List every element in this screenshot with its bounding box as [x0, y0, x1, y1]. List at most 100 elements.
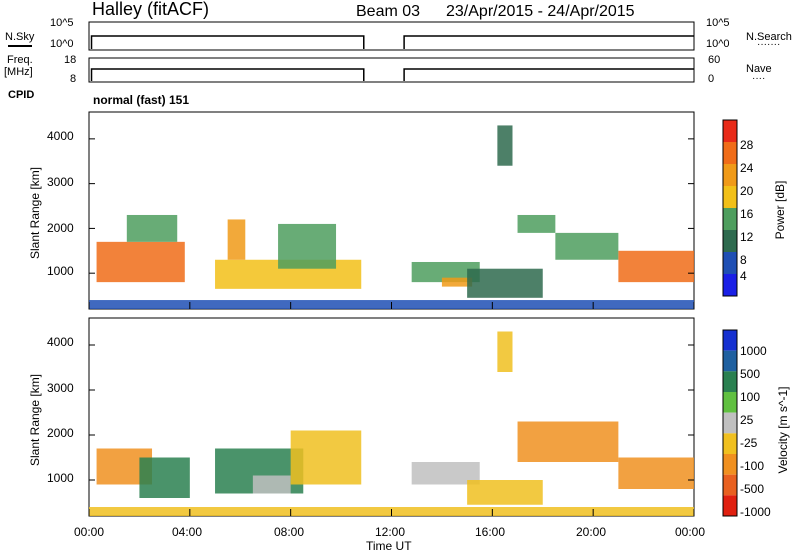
nsky-tick-top: 10^5 — [50, 17, 74, 29]
power-colorbar-segment — [723, 164, 737, 186]
freq-panel-frame — [88, 57, 695, 83]
colorbars — [722, 119, 738, 517]
velocity-echo-region — [517, 421, 619, 462]
power-echo-region — [497, 125, 513, 166]
nsearch-label: N.Search — [746, 31, 792, 43]
nave-label: Nave — [746, 63, 772, 75]
nave-tick-bottom: 0 — [708, 73, 715, 85]
velocity-echo-region — [252, 475, 291, 494]
power-cbar-tick: 28 — [740, 138, 754, 152]
nave-legend: ···· — [752, 73, 766, 84]
velocity-echo-region — [467, 480, 543, 505]
power-echo-region — [555, 232, 619, 260]
power-cbar-tick: 24 — [740, 161, 754, 175]
velocity-echo-region — [497, 331, 513, 372]
velocity-colorbar-segment — [723, 474, 737, 496]
nsky-trace — [90, 35, 694, 49]
nsky-label: N.Sky — [5, 31, 35, 43]
velocity-cbar-tick: -25 — [740, 436, 758, 450]
velocity-echo-region — [411, 462, 480, 485]
freq-line — [403, 68, 694, 81]
velocity-colorbar-segment — [723, 495, 737, 516]
velocity-cbar-title: Velocity [m s^-1] — [776, 386, 790, 474]
velocity-cbar-tick: 25 — [740, 413, 754, 427]
date-range: 23/Apr/2015 - 24/Apr/2015 — [446, 3, 635, 20]
velocity-cbar-tick: -100 — [740, 459, 765, 473]
power-colorbar-frame — [722, 119, 738, 297]
power-echo-region — [618, 250, 694, 283]
power-colorbar-segment — [723, 186, 737, 208]
velocity-colorbar-frame — [722, 329, 738, 517]
velocity-cbar-tick: -500 — [740, 482, 765, 496]
power-y-axis-title: Slant Range [km] — [28, 166, 42, 260]
velocity-cbar-tick: 100 — [740, 390, 761, 404]
freq-tick-bottom: 8 — [70, 73, 77, 85]
nave-tick-top: 60 — [708, 54, 721, 66]
power-y-tick: 2000 — [47, 221, 74, 235]
cpid-label: CPID — [8, 89, 35, 101]
velocity-colorbar-segment — [723, 371, 737, 392]
velocity-colorbar-segment — [723, 412, 737, 434]
power-colorbar-segment — [723, 142, 737, 164]
freq-label: Freq. — [7, 54, 33, 66]
nsky-legend-line — [8, 45, 32, 47]
velocity-colorbar-segment — [723, 350, 737, 372]
velocity-echo-region — [290, 430, 362, 485]
velocity-y-axis-title: Slant Range [km] — [28, 373, 42, 467]
power-echo-region — [517, 214, 556, 233]
power-cbar-title: Power [dB] — [773, 180, 787, 240]
power-colorbar-segment — [723, 252, 737, 274]
cpid-program: normal (fast) 151 — [93, 93, 190, 107]
velocity-y-tick: 1000 — [47, 471, 74, 485]
freq-trace — [90, 68, 694, 81]
power-echo-region — [96, 241, 185, 283]
velocity-echo-region — [139, 457, 190, 498]
power-cbar-tick: 16 — [740, 207, 754, 221]
nsky-line — [90, 35, 365, 49]
power-cbar-tick: 20 — [740, 184, 754, 198]
power-cbar-tick: 4 — [740, 269, 747, 283]
station-title: Halley (fitACF) — [92, 0, 210, 19]
power-colorbar-segment — [723, 230, 737, 252]
x-tick: 00:00 — [675, 525, 706, 539]
x-tick: 00:00 — [74, 525, 105, 539]
velocity-y-tick: 3000 — [47, 381, 74, 395]
x-tick: 20:00 — [576, 525, 607, 539]
velocity-colorbar-segment — [723, 454, 737, 475]
power-echo-region — [467, 268, 543, 298]
power-echo-region — [441, 277, 473, 287]
freq-line — [90, 68, 365, 81]
freq-tick-top: 18 — [64, 54, 77, 66]
velocity-echo-region — [618, 457, 694, 489]
power-y-tick: 3000 — [47, 175, 74, 189]
nsky-tick-bottom: 10^0 — [50, 38, 74, 50]
power-y-tick: 1000 — [47, 264, 74, 278]
velocity-y-tick: 4000 — [47, 335, 74, 349]
velocity-colorbar-segment — [723, 330, 737, 351]
x-tick: 04:00 — [172, 525, 203, 539]
power-echo-region — [278, 223, 337, 269]
freq-unit-label: [MHz] — [4, 66, 33, 78]
velocity-cbar-tick: -1000 — [740, 505, 771, 519]
power-cbar-tick: 12 — [740, 230, 754, 244]
velocity-cbar-tick: 500 — [740, 367, 761, 381]
velocity-y-tick: 2000 — [47, 426, 74, 440]
power-colorbar-segment — [723, 274, 737, 296]
velocity-colorbar-segment — [723, 392, 737, 413]
x-tick: 16:00 — [475, 525, 506, 539]
power-echo-marks — [89, 125, 694, 309]
velocity-colorbar-segment — [723, 433, 737, 454]
power-colorbar-segment — [723, 208, 737, 230]
nsearch-tick-top: 10^5 — [706, 17, 730, 29]
x-tick: 08:00 — [274, 525, 305, 539]
power-echo-region — [227, 219, 246, 260]
axis-ticks — [88, 138, 695, 516]
x-tick: 12:00 — [375, 525, 406, 539]
power-echo-region — [126, 214, 178, 242]
power-cbar-tick: 8 — [740, 253, 747, 267]
velocity-cbar-tick: 1000 — [740, 344, 767, 358]
beam-label: Beam 03 — [356, 3, 421, 20]
nsky-line — [403, 35, 694, 49]
x-axis-title: Time UT — [366, 539, 412, 553]
